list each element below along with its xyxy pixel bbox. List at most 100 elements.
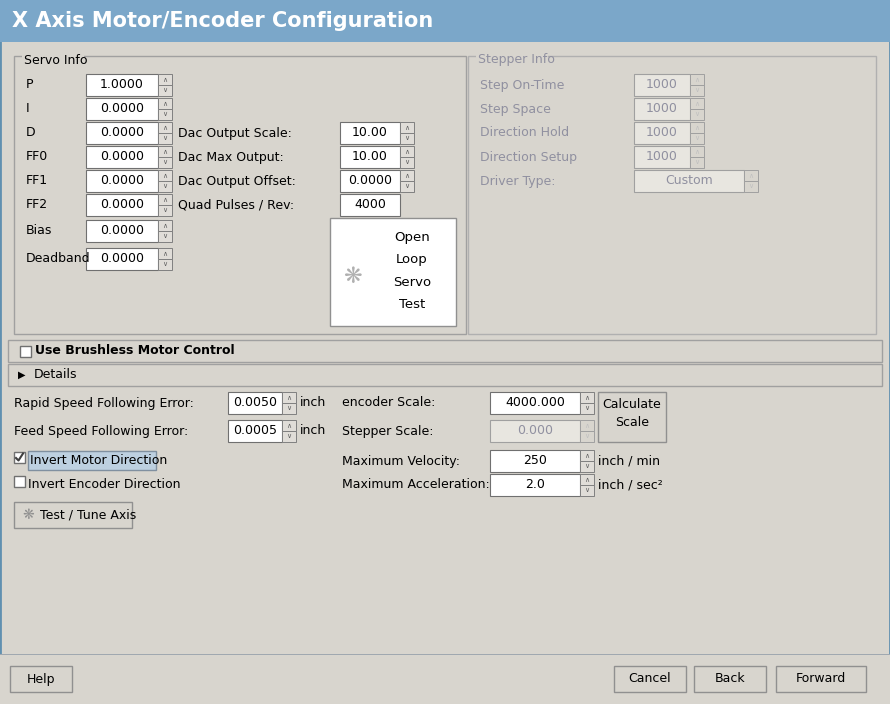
Bar	[158, 259, 172, 270]
Text: ∧: ∧	[585, 422, 589, 429]
Bar	[228, 392, 282, 414]
Bar	[14, 502, 132, 528]
Bar	[400, 133, 414, 144]
Text: Use Brushless Motor Control: Use Brushless Motor Control	[35, 344, 235, 358]
Text: FF1: FF1	[26, 175, 48, 187]
Text: ∨: ∨	[404, 135, 409, 142]
Text: ∨: ∨	[694, 87, 700, 94]
Text: ∧: ∧	[163, 149, 167, 154]
Bar	[158, 170, 172, 181]
Bar	[400, 122, 414, 133]
Bar	[158, 74, 172, 85]
Text: Test / Tune Axis: Test / Tune Axis	[40, 508, 136, 522]
Text: ∨: ∨	[585, 487, 589, 494]
Text: Step Space: Step Space	[480, 103, 551, 115]
Text: 1000: 1000	[646, 103, 678, 115]
Text: ∧: ∧	[585, 394, 589, 401]
Text: 0.000: 0.000	[517, 425, 553, 437]
Text: 0.0005: 0.0005	[233, 425, 277, 437]
Text: Dac Output Offset:: Dac Output Offset:	[178, 175, 295, 187]
Text: Quad Pulses / Rev:: Quad Pulses / Rev:	[178, 199, 294, 211]
Bar	[14, 56, 466, 334]
Bar	[490, 420, 580, 442]
Text: ∨: ∨	[287, 434, 292, 439]
Bar	[598, 392, 666, 442]
Bar	[158, 146, 172, 157]
Text: Calculate: Calculate	[603, 398, 661, 410]
Text: Details: Details	[34, 368, 77, 382]
Bar	[490, 474, 580, 496]
Bar	[158, 194, 172, 205]
Text: ∧: ∧	[163, 172, 167, 179]
Bar	[158, 85, 172, 96]
Text: 0.0000: 0.0000	[100, 199, 144, 211]
Text: ∧: ∧	[694, 125, 700, 130]
Bar	[20, 346, 31, 356]
Bar	[694, 666, 766, 692]
Text: ∧: ∧	[404, 172, 409, 179]
Bar	[744, 170, 758, 181]
Text: ∨: ∨	[163, 261, 167, 268]
Text: inch: inch	[300, 425, 327, 437]
Bar	[158, 248, 172, 259]
Bar	[690, 122, 704, 133]
Text: Open: Open	[394, 232, 430, 244]
Text: ∨: ∨	[163, 208, 167, 213]
Bar	[158, 133, 172, 144]
Text: ∧: ∧	[694, 77, 700, 82]
Bar	[690, 133, 704, 144]
Bar	[158, 205, 172, 216]
Text: Step On-Time: Step On-Time	[480, 79, 564, 92]
Bar	[580, 474, 594, 485]
Bar	[0, 654, 890, 655]
Bar	[158, 181, 172, 192]
Text: Rapid Speed Following Error:: Rapid Speed Following Error:	[14, 396, 194, 410]
Text: Driver Type:: Driver Type:	[480, 175, 555, 187]
Text: 0.0000: 0.0000	[100, 103, 144, 115]
Text: 1.0000: 1.0000	[100, 79, 144, 92]
Bar	[158, 220, 172, 231]
Bar	[10, 666, 72, 692]
Text: ∨: ∨	[585, 463, 589, 470]
Text: Help: Help	[27, 672, 55, 686]
Bar	[282, 392, 296, 403]
Text: ∨: ∨	[287, 406, 292, 412]
Bar	[4, 42, 886, 654]
Text: ∨: ∨	[694, 160, 700, 165]
Text: encoder Scale:: encoder Scale:	[342, 396, 435, 410]
Bar	[282, 403, 296, 414]
Text: P: P	[26, 79, 34, 92]
Text: ∨: ∨	[748, 184, 754, 189]
Text: FF2: FF2	[26, 199, 48, 211]
Text: ∧: ∧	[163, 196, 167, 203]
Text: ∧: ∧	[163, 101, 167, 106]
Bar	[634, 170, 744, 192]
Text: 1000: 1000	[646, 79, 678, 92]
Bar	[634, 74, 690, 96]
Bar	[580, 485, 594, 496]
Text: X Axis Motor/Encoder Configuration: X Axis Motor/Encoder Configuration	[12, 11, 433, 31]
Text: Feed Speed Following Error:: Feed Speed Following Error:	[14, 425, 189, 437]
Text: ∧: ∧	[694, 149, 700, 154]
Bar	[282, 420, 296, 431]
Text: Maximum Velocity:: Maximum Velocity:	[342, 455, 460, 467]
Text: ∨: ∨	[163, 111, 167, 118]
Text: Invert Motor Direction: Invert Motor Direction	[30, 453, 167, 467]
Text: ∧: ∧	[585, 477, 589, 482]
Bar	[634, 98, 690, 120]
Text: FF0: FF0	[26, 151, 48, 163]
Bar	[634, 122, 690, 144]
Text: ∧: ∧	[404, 149, 409, 154]
Bar	[490, 392, 580, 414]
Text: 250: 250	[523, 455, 547, 467]
Text: Cancel: Cancel	[628, 672, 671, 686]
Bar	[158, 122, 172, 133]
Bar	[86, 194, 158, 216]
Text: ∨: ∨	[694, 111, 700, 118]
Bar	[580, 420, 594, 431]
Bar	[0, 655, 890, 704]
Bar	[614, 666, 686, 692]
Text: ∧: ∧	[163, 77, 167, 82]
Bar	[744, 181, 758, 192]
Text: Scale: Scale	[615, 415, 649, 429]
